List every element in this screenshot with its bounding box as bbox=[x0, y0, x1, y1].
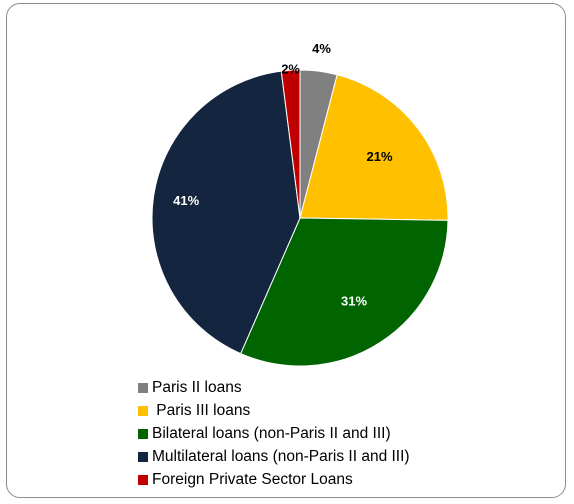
pie-slice-foreign-private-sector-loans bbox=[280, 69, 301, 219]
data-label-foreign-private-sector-loans: 2% bbox=[281, 62, 300, 77]
legend-swatch-multilateral bbox=[138, 451, 148, 462]
pie-slice-multilateral-loans-non-paris-ii-and-iii bbox=[151, 70, 301, 355]
pie-slice-paris-iii-loans bbox=[299, 74, 449, 221]
legend-swatch-bilateral bbox=[138, 428, 148, 439]
legend-label-bilateral: Bilateral loans (non-Paris II and III) bbox=[152, 424, 391, 442]
legend-label-multilateral: Multilateral loans (non-Paris II and III… bbox=[152, 447, 410, 465]
legend: Paris II loans Paris III loans Bilateral… bbox=[138, 376, 410, 491]
legend-item-foreign-private: Foreign Private Sector Loans bbox=[138, 468, 410, 491]
legend-item-bilateral: Bilateral loans (non-Paris II and III) bbox=[138, 422, 410, 445]
legend-swatch-paris-iii bbox=[138, 405, 148, 416]
legend-swatch-foreign-private bbox=[138, 474, 148, 485]
legend-swatch-paris-ii bbox=[138, 382, 148, 393]
data-label-multilateral-loans-non-paris-ii-and-iii: 41% bbox=[173, 193, 199, 208]
legend-item-paris-iii: Paris III loans bbox=[138, 399, 410, 422]
legend-label-paris-iii: Paris III loans bbox=[152, 401, 251, 419]
data-label-bilateral-loans-non-paris-ii-and-iii: 31% bbox=[341, 294, 367, 309]
data-label-paris-ii-loans: 4% bbox=[312, 41, 331, 56]
data-label-paris-iii-loans: 21% bbox=[367, 149, 393, 164]
legend-item-paris-ii: Paris II loans bbox=[138, 376, 410, 399]
legend-label-paris-ii: Paris II loans bbox=[152, 378, 242, 396]
pie-slice-bilateral-loans-non-paris-ii-and-iii bbox=[240, 217, 449, 367]
legend-label-foreign-private: Foreign Private Sector Loans bbox=[152, 470, 353, 488]
legend-item-multilateral: Multilateral loans (non-Paris II and III… bbox=[138, 445, 410, 468]
